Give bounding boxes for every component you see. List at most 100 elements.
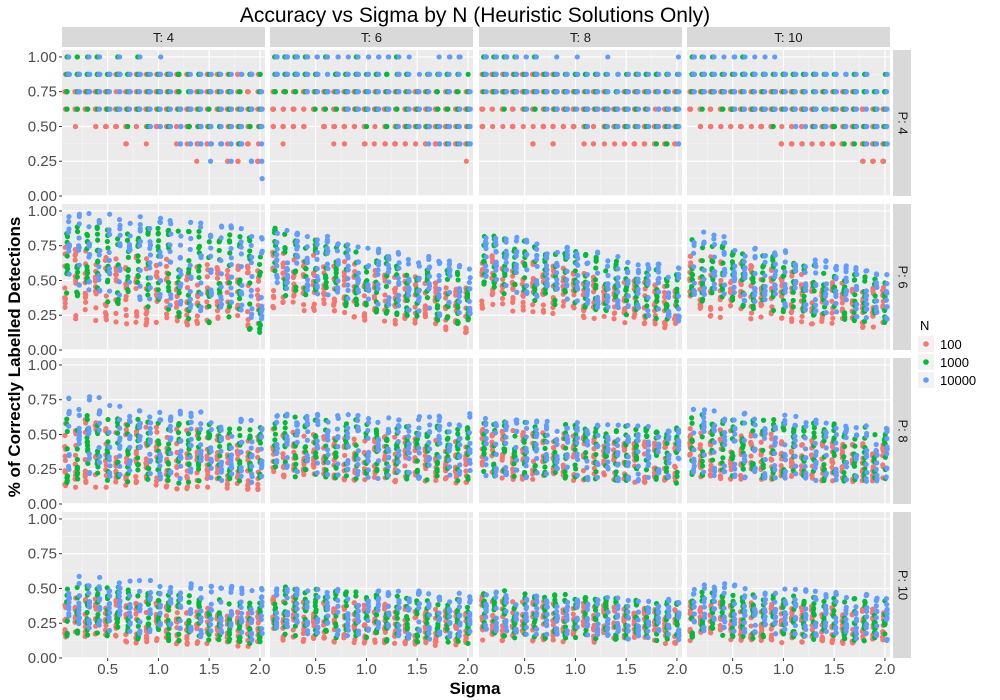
data-point xyxy=(365,71,372,77)
data-point xyxy=(76,262,82,268)
data-point xyxy=(406,285,412,291)
data-point xyxy=(614,123,621,130)
data-point xyxy=(762,89,768,95)
data-point xyxy=(376,259,382,265)
data-point xyxy=(324,54,330,60)
data-point xyxy=(863,306,869,313)
data-point xyxy=(447,123,453,130)
data-point xyxy=(510,106,516,112)
data-point xyxy=(402,141,408,147)
data-point xyxy=(167,218,173,224)
data-point xyxy=(395,123,401,130)
data-point xyxy=(105,245,111,251)
data-point xyxy=(157,219,164,226)
data-point xyxy=(872,293,878,299)
data-point xyxy=(595,89,601,95)
data-point xyxy=(83,292,89,298)
data-point xyxy=(463,158,469,164)
data-point xyxy=(84,264,90,270)
data-point xyxy=(117,232,123,238)
data-point xyxy=(585,297,591,303)
data-point xyxy=(782,89,789,95)
data-point xyxy=(456,71,462,77)
data-point xyxy=(490,301,496,307)
data-point xyxy=(427,71,433,77)
data-point xyxy=(752,298,758,304)
data-point xyxy=(772,71,778,77)
data-point xyxy=(248,293,254,299)
data-point xyxy=(691,264,697,270)
data-point xyxy=(574,279,580,285)
data-point xyxy=(732,106,738,112)
data-point xyxy=(208,290,215,296)
data-point xyxy=(663,141,669,147)
data-point xyxy=(218,71,224,77)
data-point xyxy=(493,267,499,273)
data-point xyxy=(615,254,621,260)
data-point xyxy=(721,89,727,95)
data-point xyxy=(294,260,300,266)
data-point xyxy=(613,258,620,264)
data-point xyxy=(345,242,351,248)
data-point xyxy=(699,258,705,264)
data-point xyxy=(345,247,351,253)
data-point xyxy=(396,54,402,60)
data-point xyxy=(314,241,320,247)
data-point xyxy=(406,54,412,60)
data-point xyxy=(595,298,601,304)
data-point xyxy=(314,54,320,60)
data-point xyxy=(524,289,530,295)
data-point xyxy=(62,300,68,306)
data-point xyxy=(711,54,717,60)
data-point xyxy=(833,274,839,280)
data-point xyxy=(604,263,611,269)
data-point xyxy=(581,141,587,147)
data-point xyxy=(143,322,149,328)
data-point xyxy=(870,324,876,330)
data-point xyxy=(386,279,392,285)
data-point xyxy=(802,306,809,312)
data-point xyxy=(76,89,82,95)
data-point xyxy=(524,89,530,95)
data-point xyxy=(635,106,642,112)
data-point xyxy=(748,123,754,130)
data-point xyxy=(386,253,392,260)
data-point xyxy=(351,123,357,130)
data-point xyxy=(467,106,473,112)
data-point xyxy=(772,106,778,112)
data-point xyxy=(158,54,164,60)
data-point xyxy=(206,303,212,309)
facet-panel xyxy=(62,50,265,197)
data-point xyxy=(345,54,351,60)
data-point xyxy=(86,254,92,260)
data-point xyxy=(351,314,357,320)
data-point xyxy=(228,285,234,291)
data-point xyxy=(324,261,331,267)
data-point xyxy=(392,321,398,327)
data-point xyxy=(554,263,560,269)
data-point xyxy=(489,106,495,112)
data-point xyxy=(66,214,72,220)
data-point xyxy=(144,316,150,322)
data-point xyxy=(256,272,263,278)
data-point xyxy=(676,106,682,112)
data-point xyxy=(86,279,92,285)
data-point xyxy=(228,123,234,130)
data-point xyxy=(366,288,372,294)
data-point xyxy=(165,271,172,277)
data-point xyxy=(248,242,254,249)
data-point xyxy=(590,141,597,147)
data-point xyxy=(186,123,192,130)
data-point xyxy=(534,263,540,270)
facet-panel xyxy=(479,204,682,351)
data-point xyxy=(873,272,880,278)
data-point xyxy=(66,54,72,60)
data-point xyxy=(249,233,255,240)
data-point xyxy=(72,257,78,263)
data-point xyxy=(762,106,768,112)
data-point xyxy=(292,89,299,95)
data-point xyxy=(575,255,581,261)
data-point xyxy=(282,89,288,95)
data-point xyxy=(76,282,82,288)
data-point xyxy=(238,106,244,112)
